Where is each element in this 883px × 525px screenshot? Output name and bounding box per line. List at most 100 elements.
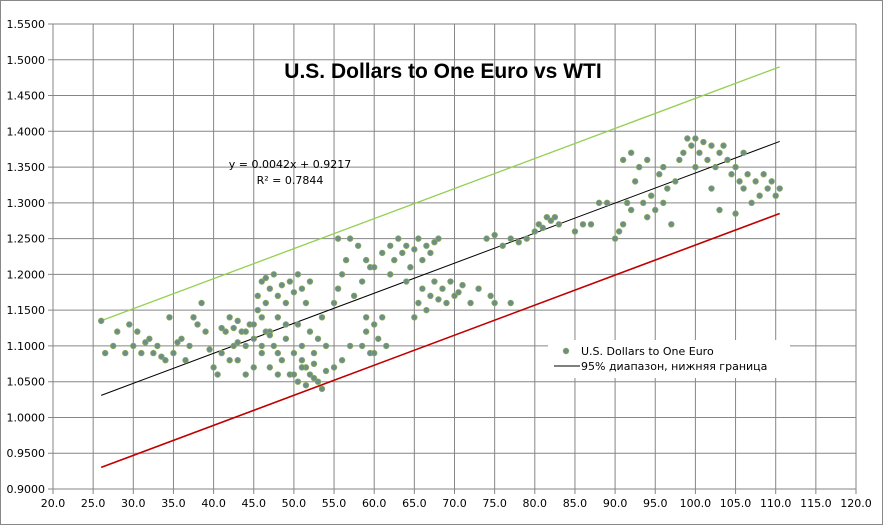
data-point [298,364,306,371]
x-tick-label: 65.0 [402,497,427,510]
data-point [431,238,438,246]
data-point [415,299,422,307]
data-point [342,256,350,264]
data-point [214,371,221,378]
data-point [652,206,659,214]
data-point [507,299,514,307]
data-point [427,292,434,300]
data-point [631,178,639,185]
legend-label-lower-bound: 95% диапазон, нижняя граница [581,360,767,373]
y-tick-label: 1.5500 [7,18,46,31]
data-point [676,156,683,164]
data-point [764,185,771,192]
data-point [310,374,318,382]
data-point [487,292,494,300]
data-point [270,271,278,278]
data-point [415,235,422,242]
data-point [371,321,378,328]
data-point [258,349,265,357]
data-point [579,221,587,228]
x-tick-label: 75.0 [482,497,507,510]
data-point [266,331,274,339]
x-tick-label: 85.0 [563,497,588,510]
data-point [294,321,302,328]
data-point [174,339,181,346]
data-point [274,349,282,357]
legend-box [548,340,790,378]
data-point [338,271,346,278]
data-point [234,339,241,346]
data-point [362,314,370,321]
data-point [162,357,169,364]
data-point [362,328,370,335]
data-point [635,163,643,171]
y-tick-label: 1.5000 [7,54,46,67]
y-tick-label: 1.3000 [7,197,46,210]
data-point [716,206,723,214]
data-point [439,285,446,292]
data-point [114,328,121,335]
data-point [218,324,225,332]
data-point [290,289,298,296]
data-point [371,264,378,271]
data-point [435,296,442,303]
data-point [330,299,338,307]
data-point [623,199,631,207]
data-point [302,382,310,389]
data-point [130,342,137,350]
data-point [555,221,563,228]
data-point [158,353,165,360]
data-point [423,242,430,249]
data-point [206,346,213,353]
data-point [346,235,354,242]
y-tick-label: 1.2000 [7,268,46,281]
data-point [226,357,233,364]
data-point [403,278,410,285]
data-point [234,317,241,325]
data-point [379,314,386,321]
y-tick-label: 1.4000 [7,125,46,138]
data-point [455,289,462,296]
data-point [704,156,711,164]
data-point [190,314,197,321]
data-point [640,199,647,207]
data-point [595,199,603,207]
data-point [274,371,282,378]
data-point [688,142,695,149]
x-tick-label: 90.0 [603,497,628,510]
data-point [334,235,342,242]
data-point [391,256,398,264]
data-point [170,349,177,357]
x-tick-label: 115.0 [800,497,832,510]
data-point [383,342,390,350]
data-point [254,292,261,300]
data-point [692,135,699,142]
y-tick-label: 1.1000 [7,340,46,353]
y-tick-label: 1.3500 [7,161,46,174]
data-point [322,342,330,350]
scatter-points [97,135,783,393]
y-tick-label: 1.1500 [7,304,46,317]
data-point [330,364,338,371]
data-point [419,285,426,292]
data-point [772,192,779,199]
data-point [258,342,265,350]
data-point [551,213,559,221]
data-point [146,335,153,342]
data-point [407,264,414,271]
data-point [310,349,318,357]
data-point [314,335,322,342]
data-point [242,342,249,350]
data-point [748,199,755,207]
data-point [627,206,635,214]
data-point [142,339,149,346]
x-tick-label: 55.0 [322,497,347,510]
x-tick-label: 45.0 [242,497,267,510]
data-point [712,163,719,171]
x-tick-label: 60.0 [362,497,387,510]
data-point [278,281,286,289]
data-point [254,306,261,314]
data-point [322,367,330,375]
data-point [776,185,783,192]
trendline-equation: y = 0.0042x + 0.9217 [229,158,351,171]
